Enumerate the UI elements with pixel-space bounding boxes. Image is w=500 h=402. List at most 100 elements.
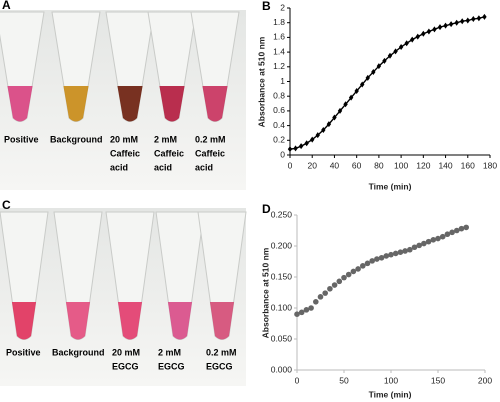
x-tick-label: 40 — [330, 160, 340, 170]
marker — [404, 40, 409, 47]
marker — [321, 127, 326, 134]
marker — [460, 18, 465, 25]
tube-label: Caffeic — [154, 148, 184, 158]
point — [439, 233, 446, 240]
y-tick-label: 1.8 — [273, 17, 285, 27]
tube-liquid — [167, 302, 193, 340]
marker — [376, 63, 382, 70]
point — [303, 307, 310, 313]
tube-label: acid — [195, 162, 213, 172]
marker — [465, 17, 470, 24]
y-tick-label: 2 — [280, 2, 285, 12]
y-tick-label: 1.4 — [273, 46, 285, 56]
y-tick-label: 0.100 — [271, 302, 293, 312]
x-tick-label: 20 — [307, 160, 317, 170]
marker — [393, 48, 398, 55]
point — [458, 225, 465, 232]
tube-liquid — [11, 302, 37, 340]
panel-label: C — [2, 198, 11, 212]
x-tick-label: 140 — [438, 160, 452, 170]
marker — [371, 68, 376, 75]
tube-label: 0.2 mM — [206, 347, 237, 357]
tube-label: acid — [154, 162, 172, 172]
panel-label: A — [2, 0, 11, 12]
y-tick-label: 1.6 — [273, 32, 285, 42]
x-tick-label: 80 — [374, 160, 384, 170]
point — [407, 246, 413, 253]
x-tick-label: 160 — [461, 160, 475, 170]
point — [430, 237, 437, 243]
point — [341, 274, 347, 281]
x-tick-label: 150 — [431, 375, 445, 385]
point — [336, 278, 343, 285]
point — [345, 271, 352, 278]
tube-liquid — [7, 86, 33, 122]
point — [327, 285, 333, 292]
marker — [304, 140, 309, 147]
tube-liquid — [117, 86, 143, 122]
tube-label: Positive — [4, 134, 39, 144]
marker — [332, 114, 337, 121]
point — [308, 305, 314, 311]
x-tick-label: 120 — [416, 160, 430, 170]
y-tick-label: 0.6 — [273, 105, 285, 115]
point — [449, 229, 455, 236]
point — [392, 250, 399, 257]
tube-label: acid — [110, 162, 128, 172]
tube-liquid — [65, 302, 91, 340]
panel-label: D — [262, 202, 271, 216]
x-tick-label: 0 — [288, 160, 293, 170]
tube-liquid — [209, 302, 235, 340]
point — [425, 238, 432, 245]
x-tick-label: 100 — [394, 160, 408, 170]
x-axis-label: Time (min) — [369, 389, 412, 399]
marker — [476, 15, 482, 22]
y-tick-label: 0.200 — [271, 240, 293, 250]
point — [444, 231, 451, 238]
y-tick-label: 0.4 — [273, 120, 285, 130]
tube-label: Caffeic — [195, 148, 225, 158]
point — [388, 251, 394, 258]
point — [331, 282, 338, 288]
marker — [471, 16, 476, 23]
marker — [293, 145, 298, 152]
tube-label: 0.2 mM — [195, 134, 226, 144]
y-tick-label: 1 — [280, 76, 285, 86]
marker — [437, 24, 443, 31]
marker — [387, 52, 393, 59]
marker — [426, 28, 432, 35]
marker — [348, 94, 354, 101]
point — [383, 253, 390, 259]
point — [397, 249, 404, 255]
tube-label: Positive — [6, 347, 41, 357]
tube-label: EGCG — [112, 361, 139, 371]
marker — [287, 146, 293, 153]
tube-liquid — [202, 86, 228, 122]
point — [298, 309, 305, 316]
y-tick-label: 0.150 — [271, 271, 293, 281]
marker — [298, 143, 304, 150]
x-tick-label: 180 — [483, 160, 497, 170]
marker — [454, 19, 459, 26]
x-tick-label: 50 — [339, 375, 349, 385]
point — [421, 240, 427, 247]
marker — [310, 136, 315, 143]
y-axis-label: Absorbance at 510 nm — [260, 247, 270, 338]
marker — [421, 30, 426, 37]
marker — [410, 36, 415, 43]
marker — [448, 21, 454, 28]
tube-label: EGCG — [158, 361, 185, 371]
point — [378, 254, 385, 261]
point — [435, 235, 441, 242]
marker — [360, 81, 365, 88]
marker — [382, 57, 387, 64]
y-tick-label: 0.250 — [271, 209, 293, 219]
y-tick-label: 0.050 — [271, 333, 293, 343]
tube-label: EGCG — [206, 361, 233, 371]
marker — [365, 74, 370, 81]
x-tick-label: 60 — [352, 160, 362, 170]
point — [322, 290, 329, 296]
y-tick-label: 0.2 — [273, 135, 285, 145]
tube-label: Background — [50, 134, 103, 144]
